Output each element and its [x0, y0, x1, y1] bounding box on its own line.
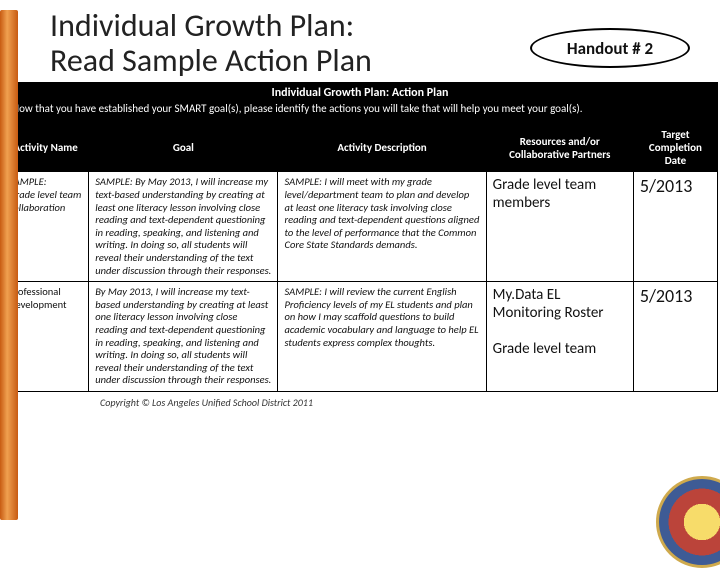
cell-target-date: 5/2013	[633, 172, 717, 282]
title-line-1: Individual Growth Plan:	[50, 6, 354, 45]
slide-header: Individual Growth Plan: Read Sample Acti…	[0, 0, 720, 82]
title-line-2: Read Sample Action Plan	[50, 41, 372, 80]
table-row: Professional Development By May 2013, I …	[3, 282, 718, 392]
table-header-row: Activity Name Goal Activity Description …	[3, 124, 718, 172]
cell-resources: Grade level team members	[486, 172, 633, 282]
cell-goal: SAMPLE: By May 2013, I will increase my …	[89, 172, 278, 282]
col-goal: Goal	[89, 124, 278, 172]
band-title: Individual Growth Plan: Action Plan	[12, 86, 708, 100]
section-band: Individual Growth Plan: Action Plan Now …	[2, 82, 718, 123]
col-target-date: Target Completion Date	[633, 124, 717, 172]
col-resources: Resources and/or Collaborative Partners	[486, 124, 633, 172]
handout-badge: Handout # 2	[530, 28, 690, 68]
col-activity-description: Activity Description	[278, 124, 486, 172]
band-subtitle: Now that you have established your SMART…	[12, 102, 708, 115]
copyright-line: Copyright © Los Angeles Unified School D…	[0, 392, 720, 409]
table-row: SAMPLE:Grade level team collaboration SA…	[3, 172, 718, 282]
handout-label: Handout # 2	[567, 38, 653, 59]
action-plan-table: Activity Name Goal Activity Description …	[2, 123, 718, 392]
cell-goal: By May 2013, I will increase my text-bas…	[89, 282, 278, 392]
cell-description: SAMPLE: I will review the current Englis…	[278, 282, 486, 392]
accent-sidebar	[0, 10, 18, 520]
district-seal-icon	[656, 476, 720, 568]
cell-description: SAMPLE: I will meet with my grade level/…	[278, 172, 486, 282]
cell-resources: My.Data EL Monitoring RosterGrade level …	[486, 282, 633, 392]
cell-target-date: 5/2013	[633, 282, 717, 392]
